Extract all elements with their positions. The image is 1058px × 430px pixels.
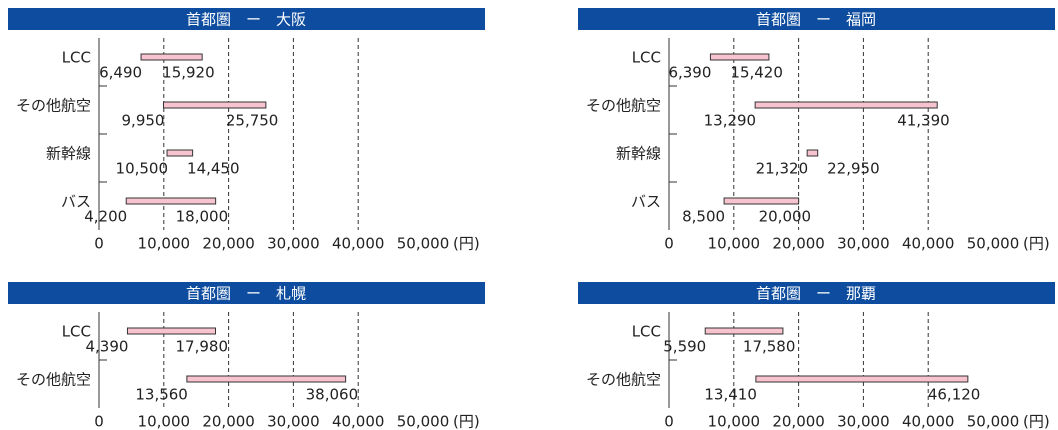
chart-title: 首都圏 ー 福岡 bbox=[756, 11, 876, 29]
range-bar bbox=[806, 149, 819, 157]
x-tick-label: 40,000 bbox=[902, 235, 955, 253]
x-axis-unit: (円) bbox=[1023, 235, 1050, 253]
x-tick-label: 0 bbox=[664, 235, 674, 253]
x-tick-label: 0 bbox=[94, 413, 104, 430]
category-label: バス bbox=[631, 193, 661, 211]
title-banner bbox=[578, 282, 1055, 304]
x-tick-label: 40,000 bbox=[902, 413, 955, 430]
x-tick-label: 30,000 bbox=[837, 413, 890, 430]
value-label: 9,950 bbox=[122, 112, 165, 130]
x-axis-unit: (円) bbox=[453, 235, 480, 253]
category-label: LCC bbox=[632, 49, 661, 67]
x-tick-label: 20,000 bbox=[772, 413, 825, 430]
x-tick-label: 0 bbox=[94, 235, 104, 253]
range-bar bbox=[754, 101, 938, 109]
value-label: 4,200 bbox=[84, 208, 127, 226]
range-bar bbox=[704, 327, 784, 335]
x-tick-label: 30,000 bbox=[267, 413, 320, 430]
range-bar bbox=[162, 101, 267, 109]
x-tick-label: 40,000 bbox=[332, 235, 385, 253]
value-label: 18,000 bbox=[176, 208, 229, 226]
x-tick-label: 20,000 bbox=[772, 235, 825, 253]
range-bar bbox=[723, 197, 800, 205]
category-label: その他航空 bbox=[16, 97, 91, 115]
range-bar bbox=[166, 149, 194, 157]
range-bar bbox=[125, 197, 217, 205]
category-label: LCC bbox=[62, 49, 91, 67]
chart-title: 首都圏 ー 那覇 bbox=[756, 285, 876, 303]
value-label: 25,750 bbox=[226, 112, 278, 130]
category-label: 新幹線 bbox=[46, 145, 91, 163]
value-label: 5,590 bbox=[663, 338, 706, 356]
value-label: 13,290 bbox=[704, 112, 757, 130]
category-label: 新幹線 bbox=[616, 145, 661, 163]
range-bar bbox=[140, 53, 203, 61]
value-label: 20,000 bbox=[759, 208, 812, 226]
value-label: 15,920 bbox=[162, 64, 215, 82]
x-tick-label: 20,000 bbox=[202, 235, 255, 253]
chart-title: 首都圏 ー 大阪 bbox=[186, 11, 306, 29]
title-banner bbox=[8, 8, 485, 30]
x-tick-label: 50,000 bbox=[397, 235, 450, 253]
x-tick-label: 50,000 bbox=[397, 413, 450, 430]
value-label: 38,060 bbox=[306, 386, 359, 404]
value-label: 14,450 bbox=[187, 160, 240, 178]
x-tick-label: 40,000 bbox=[332, 413, 385, 430]
title-banner bbox=[8, 282, 485, 304]
x-tick-label: 20,000 bbox=[202, 413, 255, 430]
value-label: 15,420 bbox=[730, 64, 783, 82]
value-label: 13,410 bbox=[704, 386, 757, 404]
value-label: 21,320 bbox=[756, 160, 809, 178]
range-bar bbox=[186, 375, 347, 383]
category-label: その他航空 bbox=[16, 371, 91, 389]
x-tick-label: 10,000 bbox=[708, 413, 761, 430]
category-label: バス bbox=[61, 193, 91, 211]
x-tick-label: 0 bbox=[664, 413, 674, 430]
x-tick-label: 10,000 bbox=[138, 413, 191, 430]
range-bar bbox=[709, 53, 770, 61]
x-axis-unit: (円) bbox=[453, 413, 480, 430]
value-label: 41,390 bbox=[897, 112, 950, 130]
x-tick-label: 50,000 bbox=[967, 235, 1020, 253]
category-label: LCC bbox=[62, 323, 91, 341]
x-tick-label: 30,000 bbox=[837, 235, 890, 253]
value-label: 13,560 bbox=[135, 386, 188, 404]
x-tick-label: 10,000 bbox=[708, 235, 761, 253]
category-label: その他航空 bbox=[586, 97, 661, 115]
title-banner bbox=[578, 8, 1055, 30]
x-tick-label: 50,000 bbox=[967, 413, 1020, 430]
value-label: 17,980 bbox=[176, 338, 229, 356]
value-label: 8,500 bbox=[682, 208, 725, 226]
chart-title: 首都圏 ー 札幌 bbox=[186, 285, 306, 303]
category-label: その他航空 bbox=[586, 371, 661, 389]
x-tick-label: 10,000 bbox=[138, 235, 191, 253]
x-axis-unit: (円) bbox=[1023, 413, 1050, 430]
value-label: 17,580 bbox=[743, 338, 796, 356]
value-label: 22,950 bbox=[827, 160, 880, 178]
value-label: 10,500 bbox=[116, 160, 169, 178]
value-label: 46,120 bbox=[928, 386, 981, 404]
x-tick-label: 30,000 bbox=[267, 235, 320, 253]
category-label: LCC bbox=[632, 323, 661, 341]
range-bar bbox=[755, 375, 969, 383]
value-label: 4,390 bbox=[85, 338, 128, 356]
value-label: 6,390 bbox=[668, 64, 711, 82]
value-label: 6,490 bbox=[99, 64, 142, 82]
range-bar bbox=[126, 327, 217, 335]
